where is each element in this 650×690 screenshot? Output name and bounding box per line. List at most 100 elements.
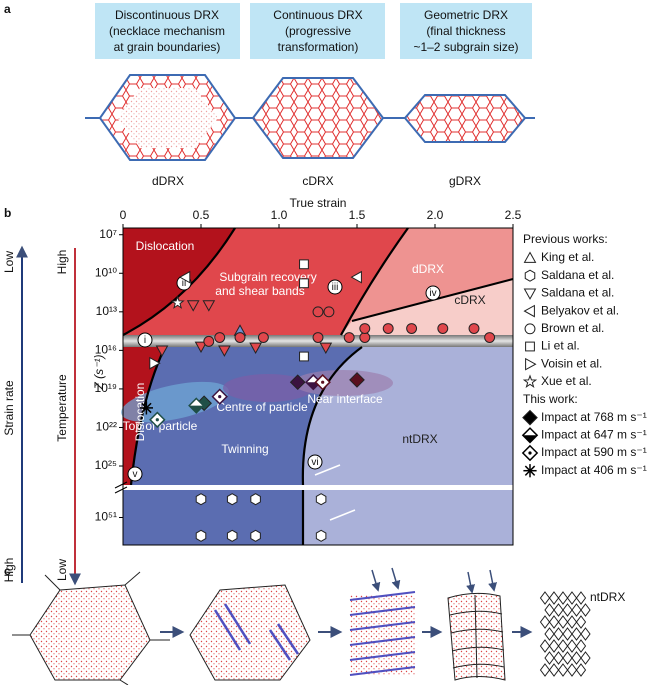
nanograin: [548, 591, 560, 605]
particle-zone: [223, 374, 313, 402]
legend-label: Impact at 647 m s⁻¹: [541, 427, 647, 441]
boundary-marker: [425, 285, 441, 301]
nanograin: [548, 639, 560, 653]
nanograin: [557, 591, 569, 605]
y-tick-label: 10⁵¹: [95, 510, 117, 524]
region-label: Dislocation: [136, 239, 195, 253]
y-tick-label: 10⁷: [99, 227, 117, 241]
legend-label: Li et al.: [541, 339, 580, 353]
nanograin: [562, 627, 573, 641]
marker: [170, 295, 185, 309]
marker: [299, 351, 309, 362]
legend-marker: [524, 323, 536, 335]
arrow: [391, 567, 401, 590]
nanograin: [575, 615, 587, 629]
boundary-marker: [307, 454, 323, 470]
caption: (final thickness: [426, 24, 505, 38]
marker: [359, 332, 371, 343]
boundary: [449, 594, 505, 679]
side-label: Temperature: [55, 374, 69, 442]
arrow: [488, 569, 498, 592]
marker: [312, 306, 324, 318]
marker-part: [321, 380, 325, 384]
marker: [299, 278, 309, 289]
marker: [250, 493, 261, 506]
grain: [189, 584, 311, 681]
boundary-label: iii: [332, 282, 339, 293]
y-axis-title: Z (s⁻¹): [92, 355, 106, 391]
marker: [218, 345, 231, 357]
nanograin: [566, 639, 578, 653]
lamella-block: [350, 595, 415, 675]
legend-label: Impact at 406 m s⁻¹: [541, 463, 647, 477]
boundary-label: iv: [429, 288, 436, 299]
region-label: Twinning: [221, 442, 268, 456]
region-dislocation: [123, 347, 165, 485]
nanograin: [575, 591, 587, 605]
legend-marker: [522, 374, 538, 388]
axis-break-mark: [114, 481, 128, 494]
boundary-marker: [137, 332, 153, 348]
x-tick-label: 0.5: [193, 208, 210, 222]
marker: [203, 335, 215, 347]
grain: [251, 77, 385, 159]
marker: [188, 397, 205, 414]
pointer: [329, 509, 356, 521]
twin: [349, 591, 416, 676]
boundary-marker: [127, 466, 143, 482]
panel-label: b: [4, 206, 11, 220]
marker-part: [522, 435, 538, 443]
marker: [315, 529, 327, 542]
legend-marker: [521, 427, 539, 444]
marker-part: [528, 451, 532, 455]
x-tick-label: 2.5: [505, 208, 522, 222]
side-label: Low: [2, 251, 16, 273]
legend-group: Previous works:: [523, 232, 608, 246]
marker: [468, 323, 480, 334]
legend-label: Saldana et al.: [541, 268, 614, 282]
legend-group: This work:: [523, 392, 578, 406]
region-twinning: [123, 490, 303, 545]
x-tick-label: 1.5: [349, 208, 366, 222]
side-label: Low: [55, 559, 69, 581]
marker: [155, 345, 169, 357]
fragmented: [447, 569, 506, 681]
nanograin: [557, 615, 569, 629]
marker: [194, 341, 208, 354]
boundary-line: [301, 346, 363, 545]
marker: [226, 493, 238, 506]
side-label: Strain rate: [2, 380, 16, 436]
marker: [250, 529, 261, 542]
nanograin: [539, 591, 551, 605]
boundary-label: ii: [182, 278, 186, 289]
marker: [359, 323, 371, 334]
mechanism-label: dDRX: [152, 174, 184, 188]
marker-part: [524, 465, 536, 476]
nanograin: [575, 639, 587, 653]
marker: [299, 259, 309, 270]
y-tick-label: 10¹⁶: [95, 343, 117, 357]
nanograin: [566, 663, 578, 677]
nanograin: [539, 663, 551, 677]
particle-zone: [121, 381, 229, 423]
x-tick-label: 2.0: [427, 208, 444, 222]
caption: (progressive: [285, 24, 351, 38]
data-points: [139, 259, 496, 542]
region-label: dDRX: [412, 262, 444, 276]
nanograin: [548, 663, 560, 677]
marker: [234, 332, 246, 343]
boundary-label: i: [144, 335, 146, 346]
nanograin: [548, 615, 560, 629]
nanograins: [539, 591, 591, 677]
marker: [195, 493, 207, 506]
marker: [226, 529, 238, 542]
nanograin: [580, 603, 591, 617]
marker: [319, 342, 333, 355]
panel-c-label: ntDRX: [590, 590, 625, 604]
boundary-label: vi: [311, 457, 318, 468]
caption: transformation): [278, 40, 359, 54]
legend-label: Saldana et al.: [541, 286, 614, 300]
marker: [249, 342, 262, 355]
marker-part: [189, 405, 204, 413]
marker: [186, 300, 200, 312]
